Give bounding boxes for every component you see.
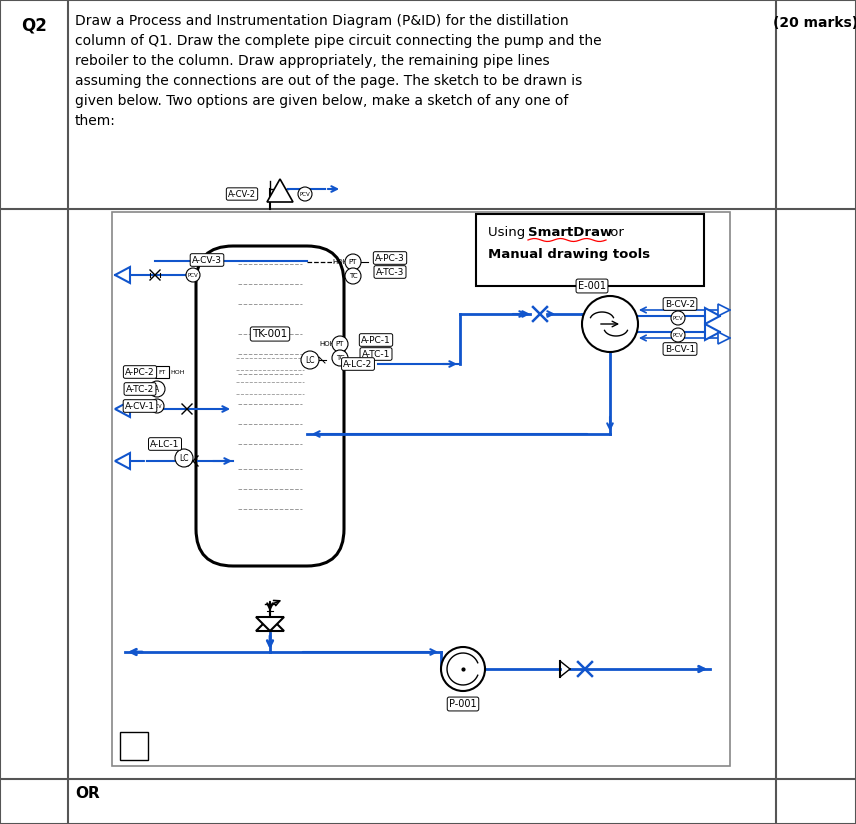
Text: B-CV-1: B-CV-1: [665, 344, 695, 353]
Text: P-001: P-001: [449, 699, 477, 709]
Text: PCV: PCV: [673, 316, 683, 321]
Circle shape: [186, 268, 200, 282]
Circle shape: [150, 399, 164, 413]
Circle shape: [345, 268, 361, 284]
Bar: [112, 212, 730, 766]
Text: A-LC-2: A-LC-2: [343, 359, 372, 368]
Text: A-LC-1: A-LC-1: [151, 439, 180, 448]
Text: FT: FT: [158, 369, 166, 374]
Polygon shape: [256, 617, 284, 631]
Text: A: A: [154, 385, 159, 394]
Text: SmartDraw: SmartDraw: [528, 226, 612, 238]
Text: Using: Using: [488, 226, 530, 238]
Text: HOH: HOH: [170, 369, 185, 374]
Text: E-001: E-001: [578, 281, 606, 291]
Polygon shape: [705, 324, 720, 340]
Polygon shape: [115, 401, 130, 417]
Circle shape: [441, 647, 485, 691]
Text: PCV: PCV: [673, 333, 683, 338]
Text: HOH: HOH: [319, 341, 335, 347]
Text: Manual drawing tools: Manual drawing tools: [488, 247, 650, 260]
Text: PT: PT: [348, 259, 357, 265]
Text: A-TC-2: A-TC-2: [126, 385, 154, 394]
Polygon shape: [718, 304, 730, 316]
FancyBboxPatch shape: [196, 246, 344, 566]
Circle shape: [332, 350, 348, 366]
Bar: [476, 214, 704, 286]
Circle shape: [298, 187, 312, 201]
Text: LC: LC: [179, 453, 189, 462]
Circle shape: [582, 296, 638, 352]
Text: or: or: [606, 226, 624, 238]
Circle shape: [671, 328, 685, 342]
Polygon shape: [267, 179, 293, 202]
Text: OR: OR: [75, 786, 100, 801]
Circle shape: [332, 336, 348, 352]
Circle shape: [301, 351, 319, 369]
Circle shape: [345, 254, 361, 270]
Bar: [120, 732, 148, 760]
Text: A-CV-1: A-CV-1: [125, 401, 155, 410]
Text: B-CV-2: B-CV-2: [665, 299, 695, 308]
Text: A-CV-2: A-CV-2: [228, 190, 256, 199]
Text: PCV: PCV: [300, 191, 311, 196]
Text: PT: PT: [336, 341, 344, 347]
Text: Q2: Q2: [21, 16, 47, 34]
Text: (20 marks): (20 marks): [774, 16, 856, 30]
Text: TC: TC: [348, 273, 357, 279]
Polygon shape: [256, 617, 284, 631]
Text: A-TC-1: A-TC-1: [362, 349, 390, 358]
Circle shape: [175, 449, 193, 467]
Text: TK-001: TK-001: [253, 329, 288, 339]
Text: Draw a Process and Instrumentation Diagram (P&ID) for the distillation
column of: Draw a Process and Instrumentation Diagr…: [75, 14, 602, 129]
Circle shape: [671, 311, 685, 325]
Text: A-TC-3: A-TC-3: [376, 268, 404, 277]
Text: A-PC-2: A-PC-2: [125, 368, 155, 377]
Bar: [155, 366, 169, 378]
Polygon shape: [115, 453, 130, 469]
Text: HOH: HOH: [332, 259, 348, 265]
Text: PCV: PCV: [187, 273, 199, 278]
Text: LC: LC: [306, 355, 315, 364]
Circle shape: [149, 381, 165, 397]
Text: A-PC-1: A-PC-1: [361, 335, 391, 344]
Bar: [776, 0, 856, 824]
Polygon shape: [115, 267, 130, 283]
Text: A-CV-3: A-CV-3: [192, 255, 222, 265]
Text: A-PC-3: A-PC-3: [375, 254, 405, 263]
Bar: [0, 0, 68, 824]
Text: TC: TC: [336, 355, 344, 361]
Polygon shape: [718, 332, 730, 344]
Text: PCV: PCV: [152, 404, 162, 409]
Polygon shape: [705, 308, 720, 324]
